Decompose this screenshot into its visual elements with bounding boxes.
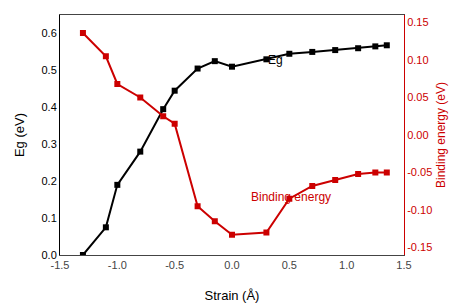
svg-text:0.3: 0.3 <box>42 138 57 150</box>
svg-text:0.5: 0.5 <box>282 259 297 271</box>
svg-text:0.6: 0.6 <box>42 27 57 39</box>
svg-text:0.00: 0.00 <box>407 129 428 141</box>
svg-text:Binding energy: Binding energy <box>251 190 331 204</box>
svg-text:-0.10: -0.10 <box>407 204 432 216</box>
svg-text:Strain (Å): Strain (Å) <box>205 288 260 303</box>
svg-text:0.4: 0.4 <box>42 101 57 113</box>
svg-text:-1.0: -1.0 <box>108 259 127 271</box>
svg-text:0.10: 0.10 <box>407 54 428 66</box>
svg-text:0.0: 0.0 <box>42 249 57 261</box>
svg-text:-0.05: -0.05 <box>407 166 432 178</box>
svg-text:1.5: 1.5 <box>396 259 411 271</box>
svg-text:-0.5: -0.5 <box>165 259 184 271</box>
svg-text:0.2: 0.2 <box>42 175 57 187</box>
svg-text:Eg (eV): Eg (eV) <box>12 113 27 157</box>
svg-text:1.0: 1.0 <box>339 259 354 271</box>
svg-text:0.0: 0.0 <box>224 259 239 271</box>
svg-text:-0.15: -0.15 <box>407 241 432 253</box>
svg-text:0.05: 0.05 <box>407 91 428 103</box>
svg-text:Binding energy (eV): Binding energy (eV) <box>434 82 448 188</box>
svg-text:-1.5: -1.5 <box>51 259 70 271</box>
svg-text:0.15: 0.15 <box>407 16 428 28</box>
svg-text:0.5: 0.5 <box>42 64 57 76</box>
svg-text:Eg: Eg <box>268 53 283 67</box>
svg-text:0.1: 0.1 <box>42 212 57 224</box>
